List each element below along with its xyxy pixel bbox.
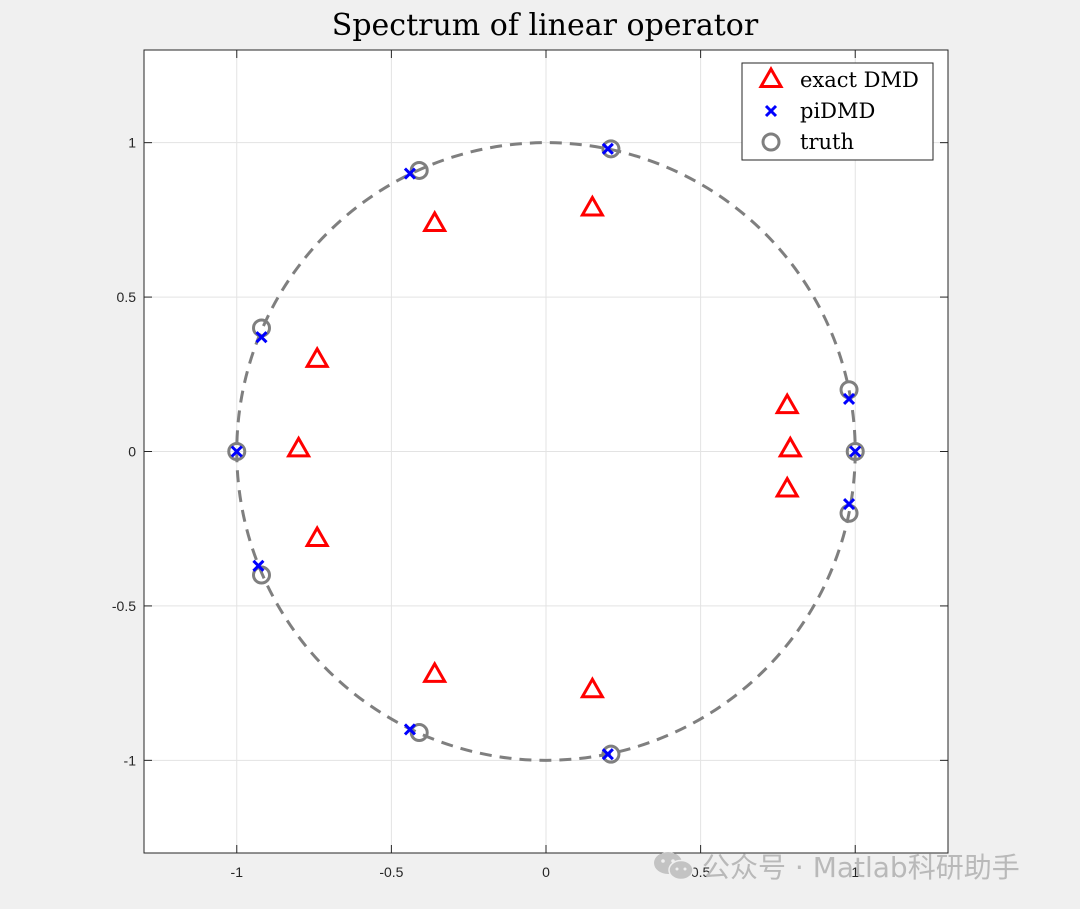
pidmd-point [601,142,614,155]
y-tick-label: 1 [128,135,136,151]
exact-dmd-point [286,435,312,458]
watermark-text: 公众号 · Matlab科研助手 [702,851,1020,884]
data-markers [227,139,865,764]
y-tick-label: -1 [124,752,137,768]
axis-ticks: -1 -0.5 0 0.5 1 -1 -0.5 0 0.5 1 [112,50,948,880]
exact-dmd-point [774,475,800,498]
exact-dmd-point [579,676,605,699]
x-tick-label: -1 [231,864,244,880]
pidmd-point [842,497,856,511]
truth-point [601,139,621,159]
exact-dmd-point [777,435,803,458]
pidmd-point [849,445,862,458]
pidmd-point [255,331,268,344]
pidmd-point [403,723,416,736]
x-tick-label: 0.5 [691,864,711,880]
legend-box [741,62,934,161]
pidmd-point [230,445,243,458]
watermark: 公众号 · Matlab科研助手 [652,846,1052,886]
x-tick-label: 0 [542,864,550,880]
y-tick-label: 0.5 [117,289,137,305]
exact-dmd-point [304,524,330,547]
pidmd-point [403,167,416,180]
pidmd-point [252,559,265,572]
x-tick-label: 1 [851,864,859,880]
legend-label-pidmd: piDMD [800,99,875,123]
pidmd-point [601,748,614,761]
y-tick-label: -0.5 [112,598,136,614]
pidmd-point [842,392,856,406]
legend: exact DMD piDMD truth [741,62,934,161]
wechat-icon [654,852,694,881]
exact-dmd-point [304,345,330,368]
legend-symbol-truth [761,132,781,152]
legend-symbol-pidmd [764,104,778,118]
exact-dmd-point [422,209,448,232]
truth-point [601,744,621,764]
legend-label-exact-dmd: exact DMD [800,68,919,92]
exact-dmd-point [422,660,448,683]
truth-point [845,442,865,461]
legend-symbol-exact-dmd [758,65,784,88]
exact-dmd-point [774,392,800,415]
chart-title: Spectrum of linear operator [332,8,759,43]
x-tick-label: -0.5 [379,864,403,880]
legend-label-truth: truth [800,130,854,154]
truth-point [227,442,247,461]
y-tick-label: 0 [128,444,136,460]
exact-dmd-point [579,194,605,217]
